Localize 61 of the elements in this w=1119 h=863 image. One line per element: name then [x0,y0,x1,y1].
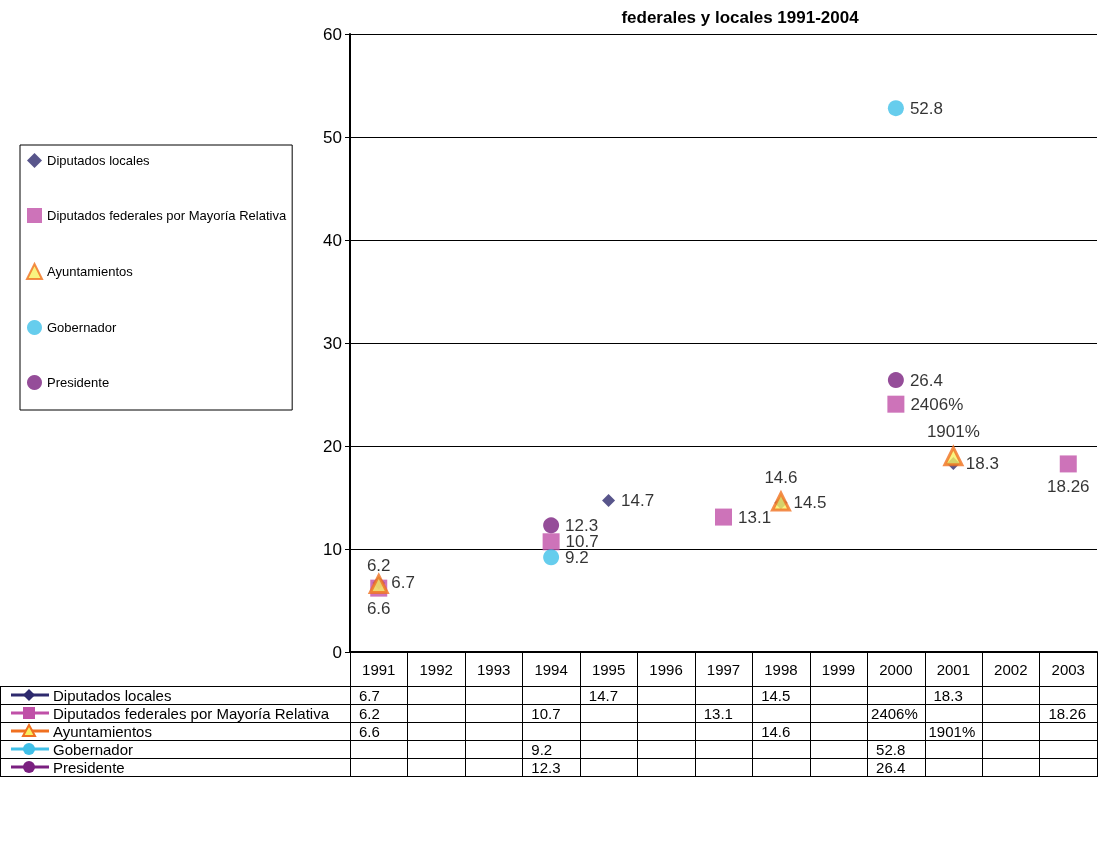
text: Ayuntamientos [47,264,133,279]
y-tick-label: 0 [332,642,342,662]
chart-title: federales y locales 1991-2004 [621,8,860,27]
text: Presidente [53,759,125,776]
text: 26.4 [909,370,943,390]
data-label: 12.3 [522,758,581,777]
data-label: 14.6 [752,722,811,741]
data-label: 14.7 [580,686,638,705]
text: 18.26 [1047,477,1090,497]
y-tick-label: 10 [323,539,342,559]
x-tick-label: 2000 [879,661,913,678]
data-label: 6.7 [350,686,408,705]
data-label: 18.26 [1039,704,1098,723]
text: Diputados federales por Mayoría Relativa [47,208,287,223]
text: 14.6 [764,467,798,487]
text: 52.8 [909,98,943,118]
legend-label: Ayuntamientos [52,723,152,740]
data-label: 2406% [867,704,926,723]
y-tick-label: 40 [323,230,342,250]
x-tick-label: 1992 [419,661,453,678]
data-label: 52.8 [867,740,926,759]
y-tick-label: 20 [323,436,342,456]
data-label: 10.7 [522,704,581,723]
text: 12.3 [565,515,599,535]
text: 1901% [926,422,980,442]
x-tick-label: 1998 [764,661,798,678]
y-tick-label: 60 [323,24,342,44]
legend-label: Gobernador [47,320,118,335]
x-tick-label: 1993 [476,661,511,678]
x-tick-label: 2001 [936,661,971,678]
x-tick-label: 1995 [591,661,626,678]
x-tick-label: 2003 [1051,661,1085,678]
text: 14.7 [621,491,655,511]
data-label: 6.6 [350,722,408,741]
legend-label: Diputados locales [52,687,172,704]
data-label: 6.2 [350,704,408,723]
text: 6.6 [366,599,391,619]
data-label: 26.4 [867,758,926,777]
x-tick-label: 1999 [821,661,856,678]
legend-label: Diputados federales por Mayoría Relativa [52,705,329,722]
text: 18.3 [965,454,999,474]
x-tick-label: 1991 [362,661,396,678]
x-tick-label: 1996 [649,661,683,678]
text: 2406% [910,394,964,414]
x-tick-label: 1994 [534,661,568,678]
text: 6.2 [366,555,391,575]
data-label: 1901% [925,722,983,741]
x-tick-label: 1997 [706,661,741,678]
y-tick-label: 50 [323,127,342,147]
text: 14.5 [793,493,827,513]
y-tick-label: 30 [323,333,342,353]
data-label: 14.5 [752,686,811,705]
data-label: 13.1 [695,704,753,723]
text: Gobernador [53,741,134,758]
text: Diputados locales [47,153,150,168]
data-label: 9.2 [522,740,581,759]
x-tick-label: 2002 [994,661,1028,678]
data-label: 18.3 [925,686,983,705]
text: 6.7 [391,573,415,593]
text: 13.1 [738,507,772,527]
legend-label: Presidente [47,375,110,390]
